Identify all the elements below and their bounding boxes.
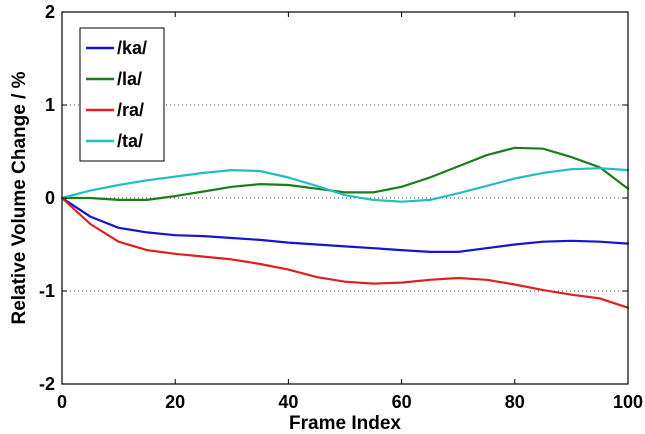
x-tick-label-0: 0 <box>57 392 67 412</box>
legend: /ka/ /la/ /ra/ /ta/ <box>79 27 165 162</box>
legend-label-2: /ra/ <box>117 100 144 120</box>
y-tick-label-0: -2 <box>39 374 55 394</box>
legend-label-3: /ta/ <box>117 131 143 151</box>
series-line-0 <box>60 196 630 253</box>
legend-box <box>79 27 165 162</box>
legend-label-0: /ka/ <box>117 38 147 58</box>
series-line-2 <box>60 196 630 309</box>
x-tick-label-3: 60 <box>392 392 412 412</box>
x-tick-label-1: 20 <box>165 392 185 412</box>
y-tick-label-3: 1 <box>45 95 55 115</box>
x-tick-label-2: 40 <box>278 392 298 412</box>
axis-ticks: 0 20 40 60 80 100 -2 -1 0 1 2 <box>39 2 643 412</box>
series-lines <box>60 146 630 309</box>
y-axis-title: Relative Volume Change / % <box>9 71 30 324</box>
x-tick-label-5: 100 <box>613 392 643 412</box>
y-tick-label-4: 2 <box>45 2 55 22</box>
x-axis-title: Frame Index <box>289 413 401 434</box>
y-tick-label-2: 0 <box>45 188 55 208</box>
series-line-1 <box>60 146 630 201</box>
series-line-3 <box>60 167 630 203</box>
legend-label-1: /la/ <box>117 69 142 89</box>
x-tick-label-4: 80 <box>505 392 525 412</box>
y-tick-label-1: -1 <box>39 281 55 301</box>
